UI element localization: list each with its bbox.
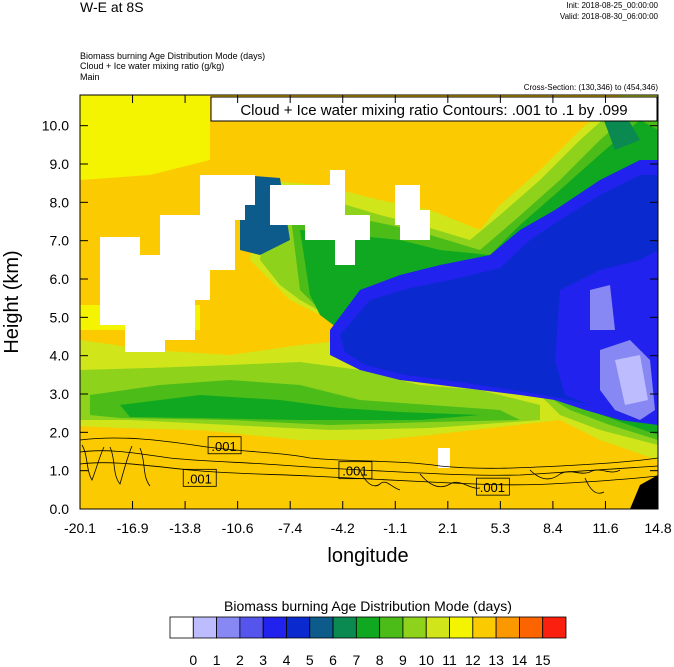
x-tick-label: 2.1 [438, 520, 458, 536]
contour-label: .001 [211, 439, 236, 454]
colorbar-label: 7 [352, 652, 360, 667]
colorbar-label: 12 [465, 652, 481, 667]
field-line-2: Cloud + Ice water mixing ratio (g/kg) [80, 61, 225, 71]
colorbar-label: 15 [535, 652, 551, 667]
x-tick-label: -10.6 [222, 520, 254, 536]
colorbar-label: 0 [189, 652, 197, 667]
colorbar-swatch [192, 616, 217, 639]
contour-label-box [182, 468, 217, 487]
x-tick-label: -4.2 [331, 520, 355, 536]
colorbar-label: 4 [283, 652, 291, 667]
x-tick-label: -1.1 [383, 520, 407, 536]
x-tick-label: 11.6 [592, 520, 618, 536]
contour-label-box [207, 436, 242, 455]
colorbar-swatch [449, 616, 474, 639]
colorbar-swatch [216, 616, 241, 639]
x-tick-label: 5.3 [491, 520, 511, 536]
cross-section-label: Cross-Section: (130,346) to (454,346) [523, 83, 658, 92]
y-tick-label: 8.0 [50, 194, 70, 210]
colorbar-label: 9 [399, 652, 407, 667]
contour-label: .001 [480, 480, 505, 495]
colorbar-label: 10 [418, 652, 434, 667]
colorbar-title: Biomass burning Age Distribution Mode (d… [224, 598, 512, 614]
colorbar-label: 1 [213, 652, 221, 667]
colorbar-label: 5 [306, 652, 314, 667]
contour-label-box [338, 461, 373, 480]
x-axis: -20.1 -16.9 -13.8 -10.6 -7.4 -4.2 -1.1 2.1 5.3 8.… [64, 95, 672, 536]
colorbar-label: 14 [512, 652, 528, 667]
colorbar-swatch [472, 616, 497, 639]
colorbar-swatch [169, 616, 194, 639]
colorbar-label: 6 [329, 652, 337, 667]
colorbar-swatch [402, 616, 427, 639]
contour-info-box [210, 96, 658, 122]
y-tick-label: 6.0 [50, 271, 70, 287]
y-tick-label: 3.0 [50, 386, 70, 402]
y-tick-label: 10.0 [42, 118, 69, 134]
y-tick-label: 1.0 [50, 463, 70, 479]
contour-label: .001 [187, 471, 212, 486]
x-axis-label: longitude [327, 545, 408, 567]
valid-time: Valid: 2018-08-30_06:00:00 [559, 12, 658, 21]
colorbar-swatch [379, 616, 404, 639]
x-tick-label: -13.8 [169, 520, 201, 536]
colorbar-swatch [309, 616, 334, 639]
init-time: Init: 2018-08-25_00:00:00 [566, 1, 658, 10]
x-tick-label: 8.4 [543, 520, 563, 536]
y-tick-label: 5.0 [50, 309, 70, 325]
y-axis: 0.0 1.0 2.0 3.0 4.0 5.0 6.0 7.0 8.0 9.0 10.0 [42, 118, 658, 517]
colorbar-swatch [239, 616, 264, 639]
y-tick-label: 9.0 [50, 156, 70, 172]
y-tick-label: 7.0 [50, 233, 70, 249]
x-tick-label: -16.9 [117, 520, 149, 536]
colorbar-swatch [332, 616, 357, 639]
colorbar-label: 13 [488, 652, 504, 667]
colorbar-swatch [262, 616, 287, 639]
contour-label: .001 [342, 464, 367, 479]
contour-label-box [475, 477, 510, 496]
colorbar-swatch [542, 616, 567, 639]
colorbar-swatch [286, 616, 311, 639]
colorbar: 0 1 2 3 4 5 6 7 8 9 10 11 12 13 14 15 [169, 616, 567, 667]
y-tick-label: 0.0 [50, 501, 70, 517]
colorbar-label: 2 [236, 652, 244, 667]
y-tick-label: 2.0 [50, 424, 70, 440]
y-tick-label: 4.0 [50, 348, 70, 364]
plot-frame [79, 94, 659, 510]
y-axis-label: Height (km) [1, 250, 23, 353]
x-tick-label: -7.4 [278, 520, 302, 536]
colorbar-swatch [519, 616, 544, 639]
field-line-3: Main [80, 72, 100, 82]
contour-value-labels: .001 .001 .001 .001 [182, 436, 510, 496]
x-tick-label: -20.1 [64, 520, 96, 536]
colorbar-label: 8 [376, 652, 384, 667]
colorbar-label: 11 [442, 652, 457, 667]
field-line-1: Biomass burning Age Distribution Mode (d… [80, 51, 266, 61]
colorbar-swatch [495, 616, 520, 639]
heatmap-field [80, 95, 658, 509]
colorbar-label: 3 [259, 652, 267, 667]
plot-title: W-E at 8S [80, 0, 144, 15]
x-tick-label: 14.8 [644, 520, 671, 536]
colorbar-swatch [355, 616, 381, 639]
colorbar-swatch [425, 616, 450, 639]
contour-info-label: Cloud + Ice water mixing ratio Contours:… [240, 102, 627, 119]
